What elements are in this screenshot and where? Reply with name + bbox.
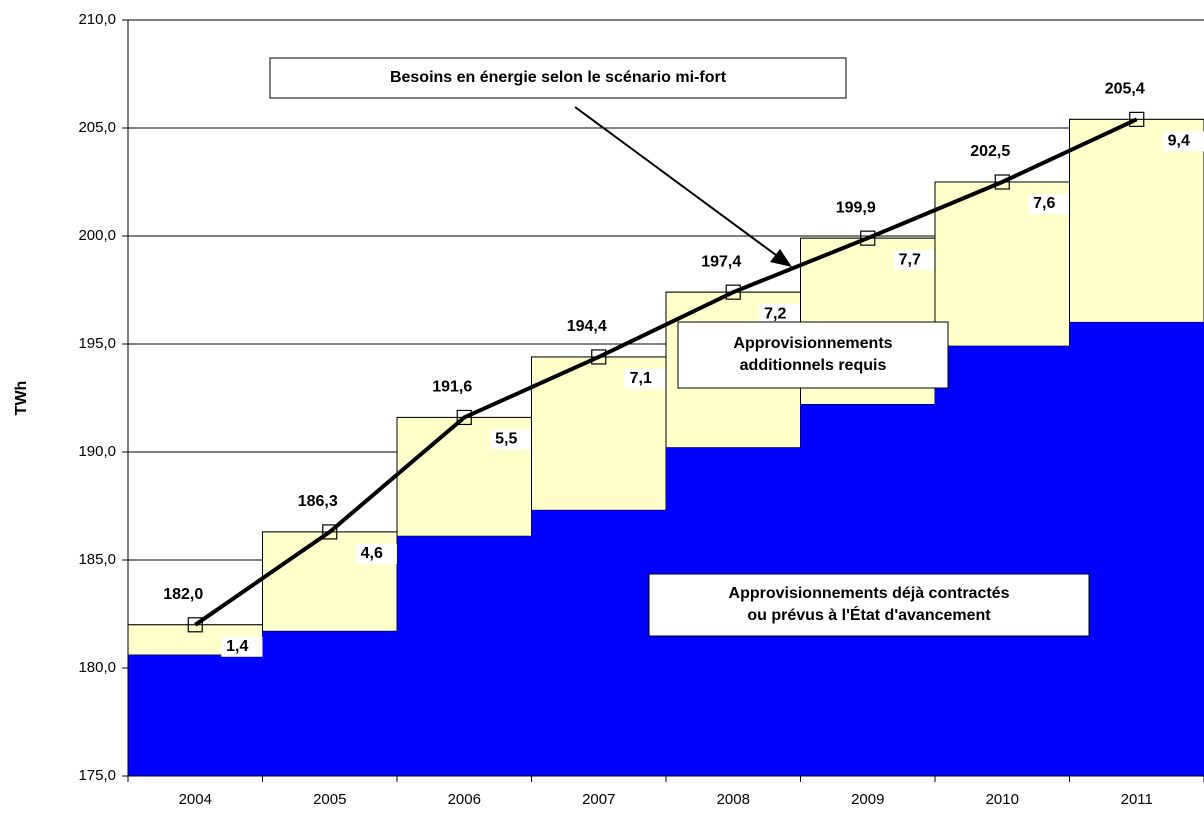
annotation-text: Approvisionnements <box>733 335 892 352</box>
total-label: 186,3 <box>298 493 338 510</box>
x-tick-label: 2010 <box>986 791 1019 808</box>
total-label: 194,4 <box>567 318 607 335</box>
annotation-box <box>269 57 847 99</box>
line-marker <box>1129 111 1145 127</box>
total-label: 182,0 <box>163 586 203 603</box>
segment-label: 1,4 <box>226 638 248 655</box>
segment-label: 7,6 <box>1033 195 1055 212</box>
segment-label: 5,5 <box>495 431 517 448</box>
total-label: 191,6 <box>432 379 472 396</box>
bar-base <box>1069 322 1204 776</box>
x-tick-label: 2004 <box>179 791 212 808</box>
y-tick-label: 185,0 <box>78 551 116 568</box>
line-marker <box>725 284 741 300</box>
annotation-text: additionnels requis <box>740 357 887 374</box>
x-tick-label: 2006 <box>448 791 481 808</box>
segment-label: 9,4 <box>1168 133 1190 150</box>
segment-label: 7,1 <box>630 370 652 387</box>
bar-base <box>128 655 263 776</box>
value-label-bg <box>1162 131 1204 152</box>
annotation-box <box>648 573 1090 637</box>
value-label-bg <box>1028 194 1073 214</box>
annotation-text: ou prévus à l'État d'avancement <box>747 605 991 624</box>
arrow-shaft <box>574 106 781 259</box>
x-tick-label: 2009 <box>851 791 884 808</box>
line-marker <box>860 230 876 246</box>
total-label: 205,4 <box>1105 81 1145 98</box>
segment-label: 4,6 <box>361 545 383 562</box>
y-tick-label: 195,0 <box>78 335 116 352</box>
value-label-bg <box>490 429 535 450</box>
line-marker <box>456 409 472 426</box>
y-tick-label: 190,0 <box>78 443 116 460</box>
annotation-text: Besoins en énergie selon le scénario mi-… <box>390 69 727 86</box>
bar-base <box>397 536 532 776</box>
y-axis-label: TWh <box>13 381 30 416</box>
y-tick-label: 200,0 <box>78 227 116 244</box>
value-label-bg <box>893 250 938 271</box>
line-marker <box>187 617 203 633</box>
x-tick-label: 2007 <box>582 791 615 808</box>
total-label: 202,5 <box>970 143 1010 160</box>
segment-label: 7,7 <box>899 251 921 268</box>
annotation-box <box>677 321 949 389</box>
bar-base <box>262 631 397 776</box>
total-label: 199,9 <box>836 199 876 216</box>
line-marker <box>322 524 338 540</box>
y-tick-label: 205,0 <box>78 119 116 136</box>
y-tick-label: 180,0 <box>78 659 116 676</box>
value-label-bg <box>355 543 400 564</box>
bar-base <box>531 510 666 776</box>
segment-label: 7,2 <box>764 305 786 322</box>
bar-base <box>935 346 1070 776</box>
total-label: 197,4 <box>701 253 741 270</box>
total-line <box>194 117 1138 627</box>
x-tick-label: 2005 <box>313 791 346 808</box>
arrow-head <box>770 249 792 267</box>
value-label-bg <box>759 304 804 325</box>
y-tick-label: 210,0 <box>78 11 116 28</box>
x-tick-label: 2011 <box>1121 791 1153 808</box>
x-tick-label: 2008 <box>717 791 750 808</box>
annotation-text: Approvisionnements déjà contractés <box>729 585 1010 602</box>
bar-segment <box>1069 118 1204 323</box>
y-tick-label: 175,0 <box>78 767 116 784</box>
line-marker <box>591 349 607 365</box>
value-label-bg <box>624 368 669 389</box>
value-label-bg <box>221 636 266 657</box>
line-marker <box>994 174 1010 190</box>
